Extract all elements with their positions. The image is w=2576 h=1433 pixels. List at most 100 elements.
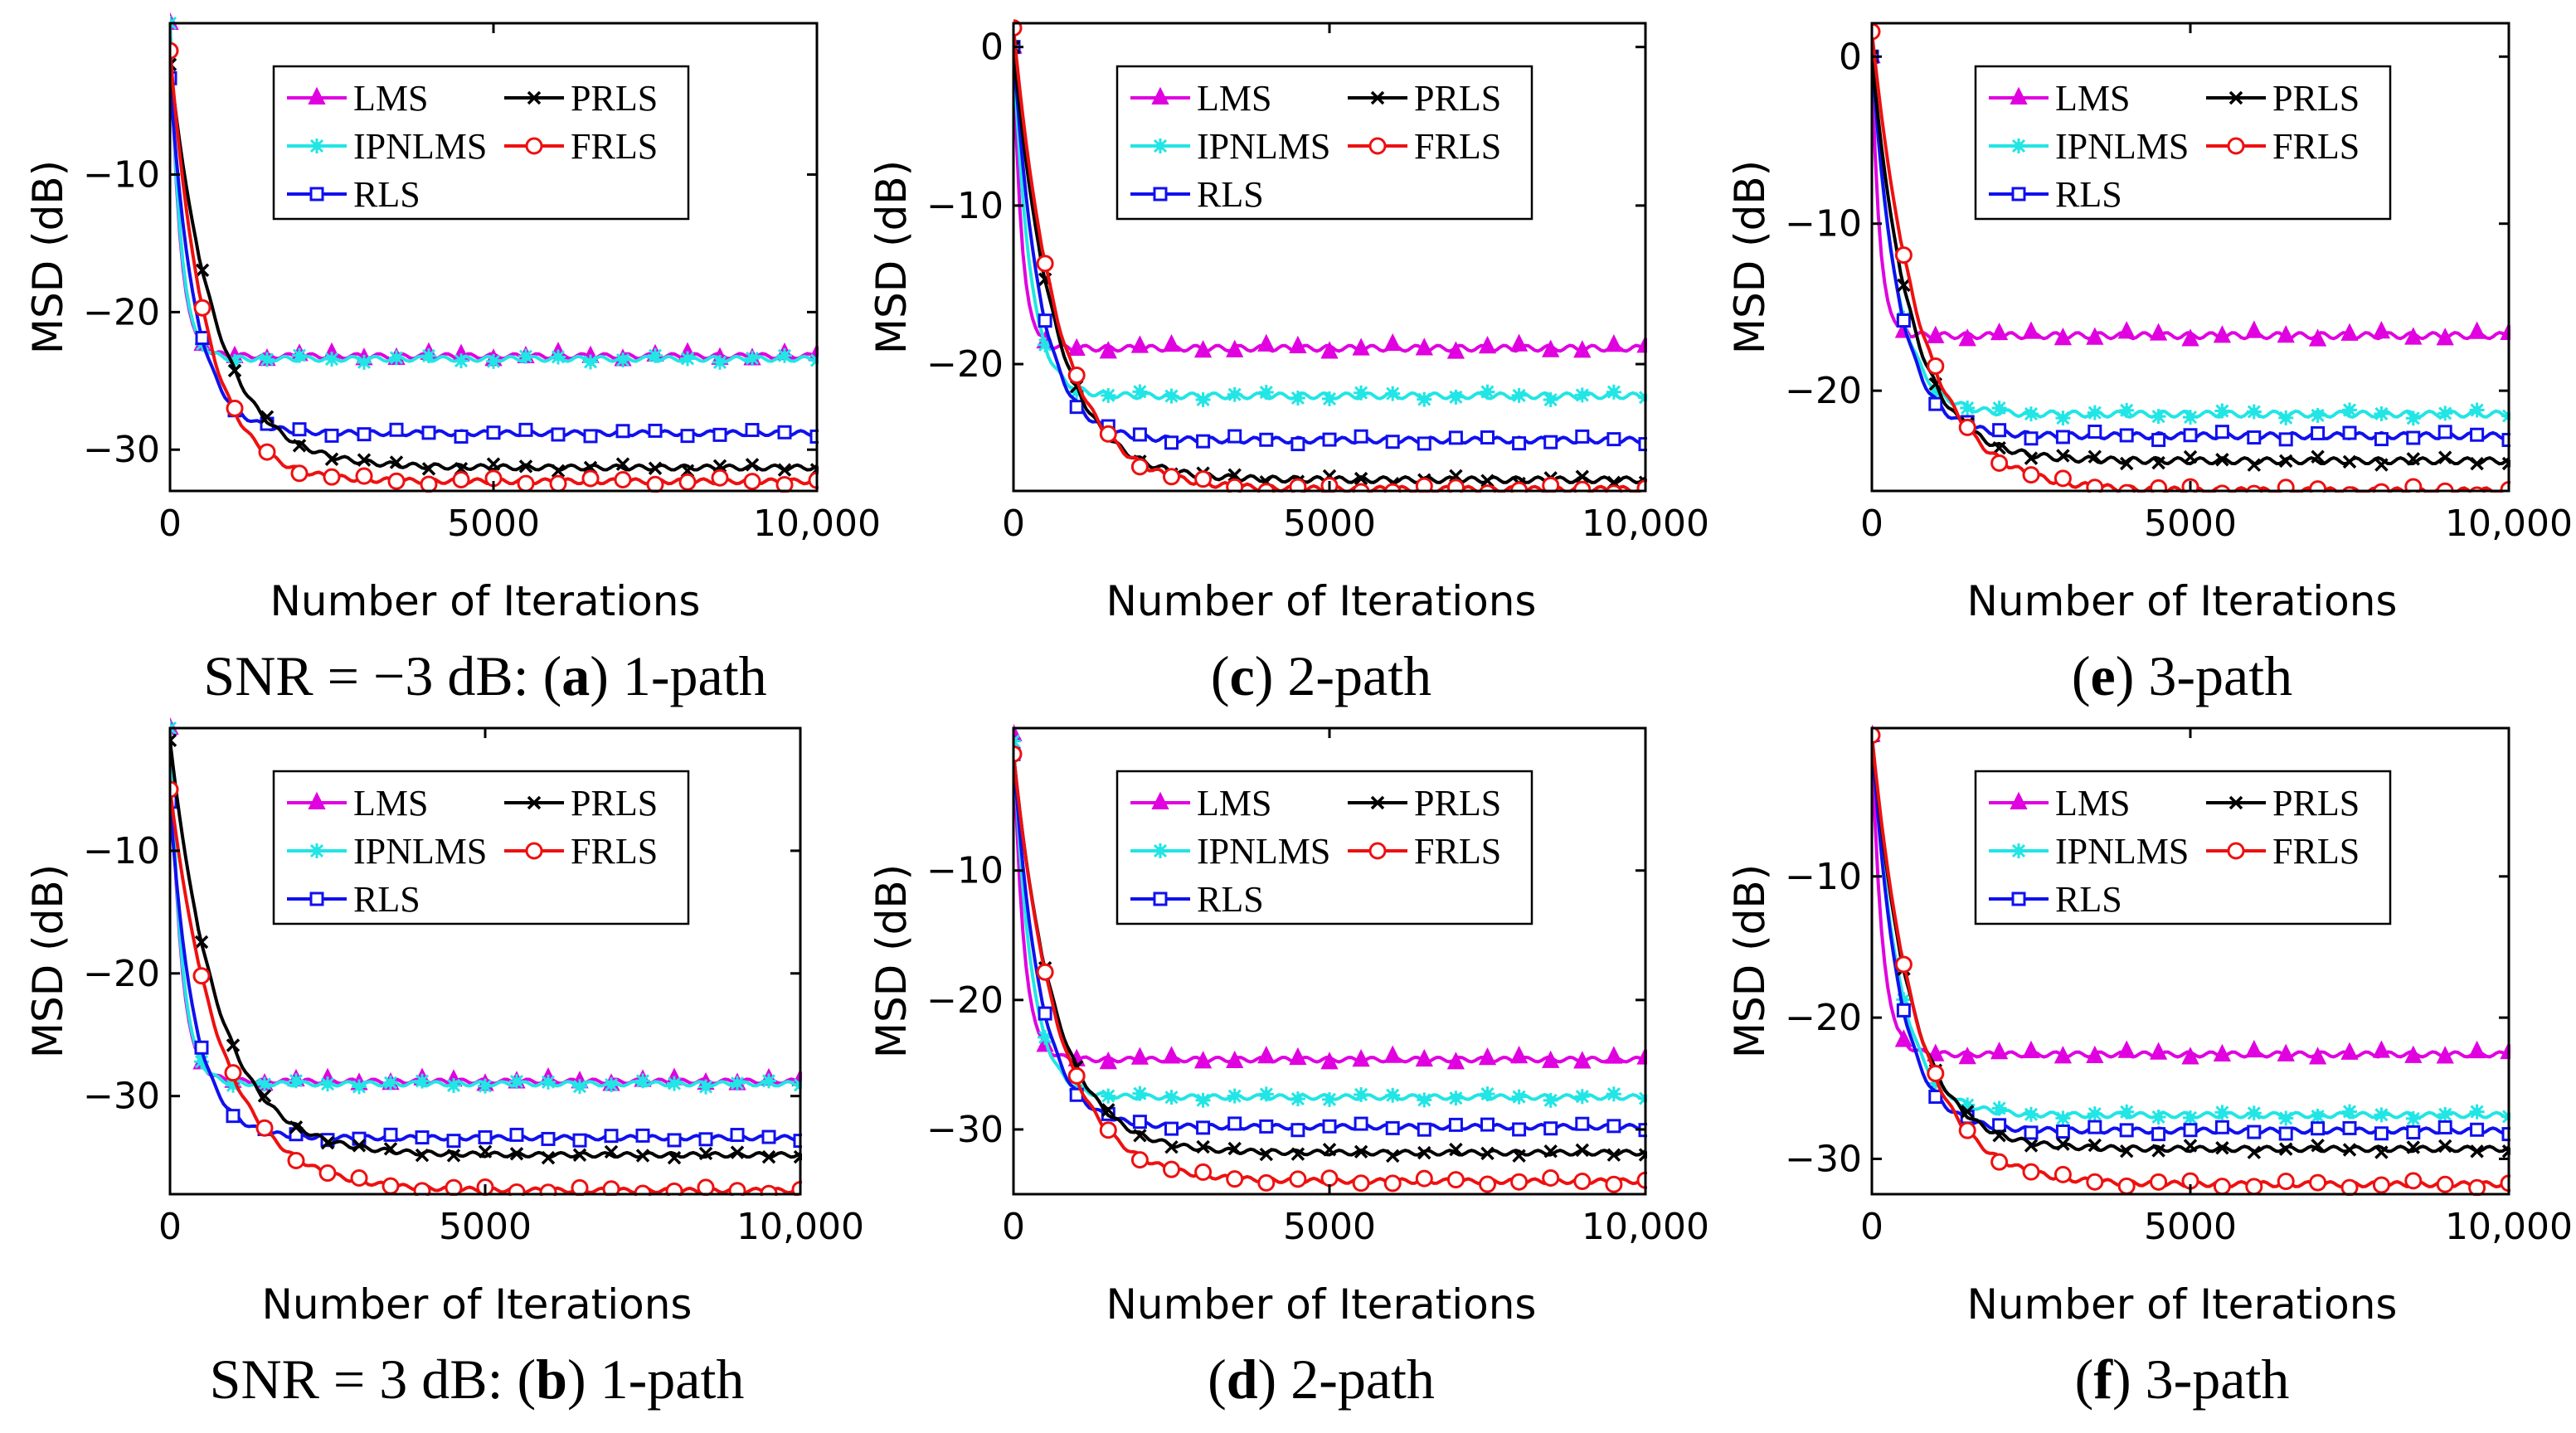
series-marker-lms bbox=[1542, 339, 1560, 357]
series-marker-rls bbox=[680, 429, 695, 444]
series-marker-prls bbox=[2311, 1139, 2325, 1153]
series-marker-rls bbox=[1227, 429, 1242, 444]
series-marker-rls bbox=[194, 1040, 209, 1055]
series-marker-frls bbox=[2054, 1165, 2072, 1183]
legend-label-rls: RLS bbox=[2055, 879, 2122, 920]
series-marker-prls bbox=[1992, 440, 2006, 455]
legend-label-frls: FRLS bbox=[1414, 831, 1501, 872]
series-marker-rls bbox=[1259, 1119, 1274, 1134]
y-axis-label: MSD (dB) bbox=[868, 160, 916, 354]
legend-marker-frls bbox=[1368, 137, 1387, 155]
legend-marker-lms bbox=[2010, 791, 2028, 809]
legend-label-prls: PRLS bbox=[2272, 783, 2360, 823]
series-marker-lms bbox=[1226, 339, 1244, 357]
legend-label-prls: PRLS bbox=[571, 783, 658, 823]
series-marker-lms bbox=[1257, 333, 1276, 352]
series-marker-rls bbox=[1354, 429, 1368, 444]
legend-marker-rls bbox=[2011, 891, 2026, 906]
series-marker-prls bbox=[1480, 474, 1495, 488]
series-marker-prls bbox=[2342, 1143, 2357, 1157]
series-marker-lms bbox=[1226, 1050, 1244, 1069]
series-marker-lms bbox=[1320, 1052, 1339, 1070]
series-marker-frls bbox=[1099, 1121, 1117, 1139]
series-marker-lms bbox=[2467, 321, 2486, 339]
series-marker-prls bbox=[1606, 1148, 1621, 1162]
series-marker-prls bbox=[551, 464, 566, 478]
y-tick-label: −20 bbox=[926, 979, 1004, 1022]
legend-label-rls: RLS bbox=[1197, 879, 1264, 920]
series-marker-lms bbox=[1509, 333, 1529, 352]
series-marker-frls bbox=[1872, 22, 1881, 41]
series-marker-prls bbox=[320, 1135, 335, 1150]
legend-label-prls: PRLS bbox=[2272, 78, 2360, 119]
series-group bbox=[1013, 19, 1647, 493]
legend-label-lms: LMS bbox=[2055, 78, 2130, 119]
chart-panel-b: 0 5000 10,000 −10 −20 −30 Number of Iterations… bbox=[24, 716, 864, 1411]
series-marker-frls bbox=[1415, 1169, 1433, 1188]
series-marker-rls bbox=[2247, 1125, 2262, 1139]
x-tick-label: 5000 bbox=[1283, 503, 1376, 545]
series-marker-frls bbox=[258, 443, 276, 461]
series-marker-lms bbox=[2022, 321, 2040, 339]
series-marker-frls bbox=[2340, 486, 2359, 493]
series-marker-prls bbox=[257, 1089, 272, 1103]
series-marker-rls bbox=[2214, 1120, 2229, 1134]
series-marker-prls bbox=[518, 459, 533, 474]
series-marker-rls bbox=[2024, 1125, 2039, 1140]
series-group bbox=[170, 12, 819, 493]
series-marker-prls bbox=[1227, 468, 1242, 483]
series-marker-prls bbox=[2183, 1139, 2198, 1153]
series-marker-frls bbox=[2150, 1173, 2168, 1191]
series-marker-lms bbox=[1446, 1052, 1465, 1070]
series-marker-prls bbox=[227, 363, 242, 378]
series-marker-lms bbox=[2181, 328, 2199, 347]
series-marker-prls bbox=[1385, 1149, 1400, 1163]
chart-panel-e: 0 5000 10,000 0 −10 −20 Number of Iterations MS… bbox=[1726, 22, 2573, 707]
series-marker-frls bbox=[1194, 470, 1213, 488]
series-marker-prls bbox=[1480, 1146, 1495, 1161]
series-marker-frls bbox=[665, 1182, 683, 1196]
series-marker-frls bbox=[2309, 1173, 2327, 1192]
series-marker-rls bbox=[2470, 1122, 2485, 1137]
series-marker-lms bbox=[1162, 333, 1181, 352]
series-marker-rls bbox=[2214, 425, 2229, 440]
series-marker-frls bbox=[728, 1182, 746, 1196]
series-marker-rls bbox=[2278, 432, 2293, 447]
series-group bbox=[170, 716, 802, 1196]
series-marker-lms bbox=[2022, 1040, 2040, 1059]
x-tick-label: 10,000 bbox=[1582, 503, 1709, 545]
series-marker-prls bbox=[352, 1139, 367, 1153]
series-marker-rls bbox=[541, 1131, 556, 1146]
series-marker-frls bbox=[2022, 466, 2040, 484]
series-marker-lms bbox=[2054, 327, 2073, 346]
y-axis-label: MSD (dB) bbox=[868, 864, 916, 1058]
series-marker-frls bbox=[1927, 357, 1945, 375]
panel-caption: (f) 3-path bbox=[2075, 1348, 2290, 1411]
series-line-prls bbox=[170, 740, 802, 1159]
series-marker-lms bbox=[1478, 1047, 1497, 1066]
series-marker-lms bbox=[1257, 1046, 1276, 1064]
series-marker-frls bbox=[2022, 1163, 2040, 1181]
series-marker-rls bbox=[2311, 425, 2326, 440]
series-marker-rls bbox=[2406, 1125, 2421, 1139]
series-marker-rls bbox=[1227, 1116, 1242, 1131]
series-marker-frls bbox=[549, 474, 567, 493]
series-marker-prls bbox=[1133, 1129, 1147, 1143]
series-marker-frls bbox=[1510, 1173, 1529, 1191]
panel-caption: SNR = 3 dB: (b) 1-path bbox=[210, 1348, 745, 1411]
series-marker-lms bbox=[2181, 1047, 2199, 1065]
series-marker-lms bbox=[2245, 320, 2263, 338]
legend-marker-lms bbox=[1151, 791, 1169, 809]
series-marker-frls bbox=[318, 1164, 337, 1183]
series-marker-prls bbox=[324, 452, 339, 467]
series-marker-prls bbox=[1164, 1139, 1179, 1154]
series-marker-frls bbox=[287, 1151, 305, 1169]
series-marker-frls bbox=[323, 468, 341, 486]
series-marker-frls bbox=[2245, 484, 2263, 493]
series-marker-frls bbox=[1446, 478, 1465, 493]
x-tick-label: 5000 bbox=[1283, 1206, 1376, 1248]
series-marker-frls bbox=[1130, 458, 1149, 476]
series-marker-rls bbox=[1512, 1122, 1527, 1137]
series-marker-rls bbox=[509, 1127, 524, 1142]
series-marker-prls bbox=[2437, 1139, 2452, 1154]
